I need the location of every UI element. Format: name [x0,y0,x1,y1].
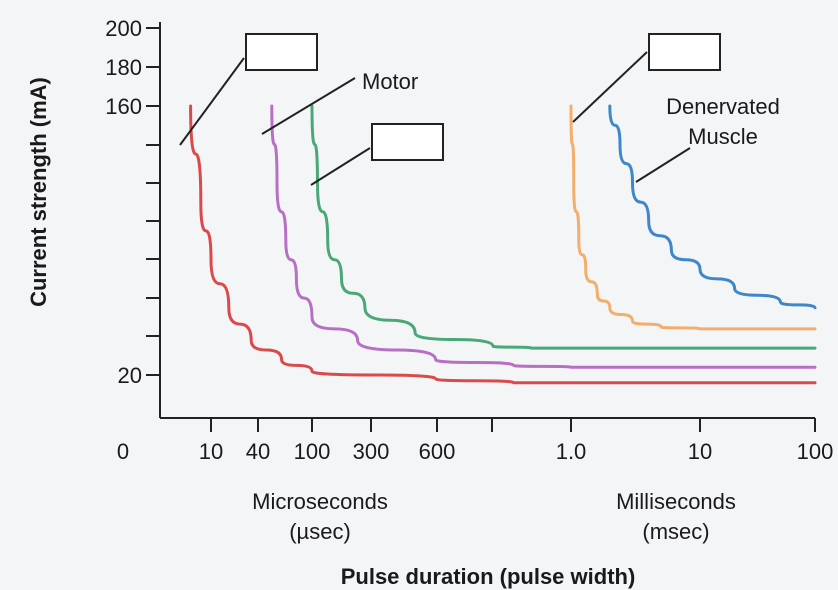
series-line-4 [569,104,817,331]
x-tick-label: 1.0 [556,439,587,464]
y-tick-label: 20 [118,363,142,388]
callout-leader [310,147,371,186]
denervated-leader [635,147,691,183]
x-tick-label: 40 [246,439,270,464]
callouts [179,33,721,186]
x-unit-name: Milliseconds [616,489,736,514]
x-tick-label: 100 [294,439,331,464]
series-label-motor: Motor [362,69,418,94]
x-unit-abbr: (msec) [642,519,709,544]
blank-label-box [648,33,721,71]
curves [189,104,817,385]
series-line-3 [310,104,817,350]
axes: 20 160 180 200 0 10 40 100 300 600 1.0 10 100 Microse… [26,16,833,589]
y-tick-label: 160 [105,94,142,119]
x-tick-label: 300 [353,439,390,464]
x-zero-label: 0 [117,439,129,464]
labels: Motor Denervated Muscle [362,69,780,149]
series-line-1 [189,104,817,385]
x-tick-label: 10 [688,439,712,464]
y-tick-label: 180 [105,55,142,80]
blank-label-box [245,33,318,71]
series-line-5 [608,104,817,310]
x-tick-label: 600 [419,439,456,464]
y-axis-title: Current strength (mA) [26,77,51,307]
y-tick-label: 200 [105,16,142,41]
series-line-2 [270,104,817,369]
callout-leader [179,57,245,146]
series-label-denervated-2: Muscle [688,124,758,149]
callout-leader [572,51,648,123]
series-label-denervated-1: Denervated [666,94,780,119]
x-tick-label: 100 [797,439,834,464]
x-tick-label: 10 [199,439,223,464]
x-unit-abbr: (µsec) [289,519,351,544]
x-axis-title: Pulse duration (pulse width) [341,564,636,589]
motor-leader [261,77,356,135]
blank-label-box [371,123,444,161]
x-unit-name: Microseconds [252,489,388,514]
